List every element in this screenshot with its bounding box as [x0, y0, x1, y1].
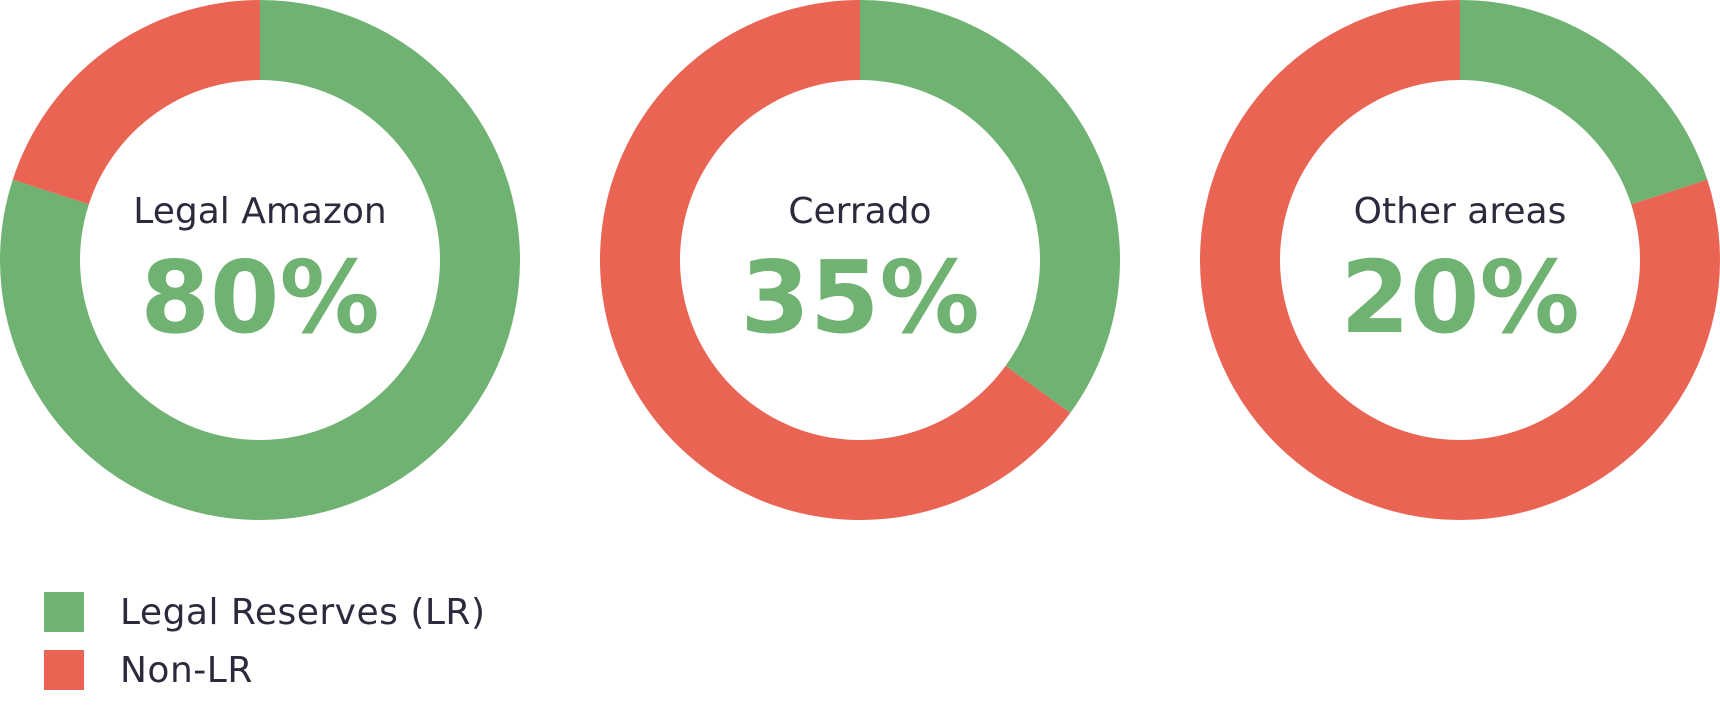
legend-item-non-lr: Non-LR [44, 649, 486, 691]
donut-slice-non-lr [599, 0, 1071, 520]
donut-title: Legal Amazon [133, 191, 386, 232]
donut-title: Other areas [1354, 191, 1567, 232]
donut-chart-1: Legal Amazon 80% [0, 0, 520, 520]
donut-slice-lr [1460, 0, 1708, 205]
legend-swatch-lr [44, 592, 84, 632]
donut-value-label: 80% [140, 239, 379, 356]
donut-slice-non-lr [12, 0, 260, 205]
donut-chart-2: Cerrado 35% [599, 0, 1120, 520]
legend: Legal Reserves (LR) Non-LR [44, 592, 486, 708]
legend-swatch-non-lr [44, 650, 84, 690]
legend-label-non-lr: Non-LR [120, 649, 253, 691]
donut-slice-lr [860, 0, 1120, 413]
legend-label-lr: Legal Reserves (LR) [120, 591, 486, 633]
donut-value-label: 35% [740, 239, 979, 356]
donut-charts: Legal Amazon 80% Cerrado 35% Other areas 20% [0, 0, 1720, 520]
legend-item-lr: Legal Reserves (LR) [44, 591, 486, 633]
donut-value-label: 20% [1340, 239, 1579, 356]
donut-title: Cerrado [788, 191, 931, 232]
donut-chart-3: Other areas 20% [1199, 0, 1720, 520]
donut-slice-lr [0, 0, 520, 520]
donut-slice-non-lr [1199, 0, 1720, 520]
